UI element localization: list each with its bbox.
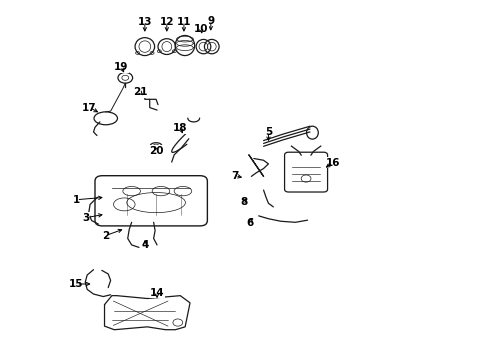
Text: 16: 16 xyxy=(326,158,340,168)
Text: 13: 13 xyxy=(138,17,152,27)
Text: 4: 4 xyxy=(141,239,148,249)
Text: 5: 5 xyxy=(265,127,272,136)
Text: 11: 11 xyxy=(177,17,191,27)
Text: 9: 9 xyxy=(207,17,214,27)
Text: 14: 14 xyxy=(150,288,164,298)
Text: 17: 17 xyxy=(82,103,97,113)
Text: 19: 19 xyxy=(114,62,128,72)
Text: 2: 2 xyxy=(102,231,109,240)
Text: 7: 7 xyxy=(232,171,239,181)
Text: 3: 3 xyxy=(83,213,90,222)
Text: 21: 21 xyxy=(133,87,147,97)
Text: 18: 18 xyxy=(173,123,188,133)
Text: 1: 1 xyxy=(73,195,80,205)
Text: 15: 15 xyxy=(69,279,84,289)
Text: 8: 8 xyxy=(240,197,247,207)
Text: 10: 10 xyxy=(194,24,208,34)
Text: 20: 20 xyxy=(149,145,163,156)
Text: 6: 6 xyxy=(246,218,253,228)
Text: 12: 12 xyxy=(160,17,174,27)
